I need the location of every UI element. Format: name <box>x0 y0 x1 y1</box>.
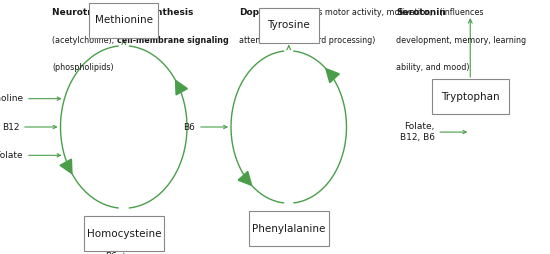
Text: Tyrosine: Tyrosine <box>267 20 310 30</box>
FancyBboxPatch shape <box>432 79 509 114</box>
Text: Methionine: Methionine <box>95 15 153 25</box>
FancyBboxPatch shape <box>249 211 329 246</box>
Text: B6: B6 <box>183 122 195 132</box>
Text: Homocysteine: Homocysteine <box>86 229 161 239</box>
Text: Choline: Choline <box>0 94 23 103</box>
Text: (acetylcholine),: (acetylcholine), <box>52 36 117 44</box>
Text: B12: B12 <box>2 122 19 132</box>
Text: Tryptophan: Tryptophan <box>441 91 499 102</box>
Text: development, memory, learning: development, memory, learning <box>396 36 526 44</box>
Text: Neurotransmitter synthesis: Neurotransmitter synthesis <box>52 8 194 17</box>
Text: ability, and mood): ability, and mood) <box>396 64 470 72</box>
FancyBboxPatch shape <box>84 216 164 251</box>
Text: (influences: (influences <box>437 8 484 17</box>
Text: (phospholipids): (phospholipids) <box>52 64 114 72</box>
Text: attention, and reward processing): attention, and reward processing) <box>239 36 376 44</box>
Text: Folate,
B12, B6: Folate, B12, B6 <box>399 122 435 142</box>
FancyBboxPatch shape <box>89 3 158 38</box>
Text: Serotonin: Serotonin <box>396 8 446 17</box>
Text: Folate: Folate <box>0 151 23 160</box>
Text: Dopamine: Dopamine <box>239 8 290 17</box>
Text: (regulates motor activity, motivation,: (regulates motor activity, motivation, <box>279 8 433 17</box>
Polygon shape <box>175 80 188 95</box>
Polygon shape <box>238 171 252 185</box>
Polygon shape <box>60 159 72 174</box>
Polygon shape <box>326 69 339 83</box>
FancyBboxPatch shape <box>258 8 319 43</box>
Text: B6: B6 <box>105 252 117 254</box>
Text: Phenylalanine: Phenylalanine <box>252 224 326 234</box>
Text: cell-membrane signaling: cell-membrane signaling <box>117 36 229 44</box>
